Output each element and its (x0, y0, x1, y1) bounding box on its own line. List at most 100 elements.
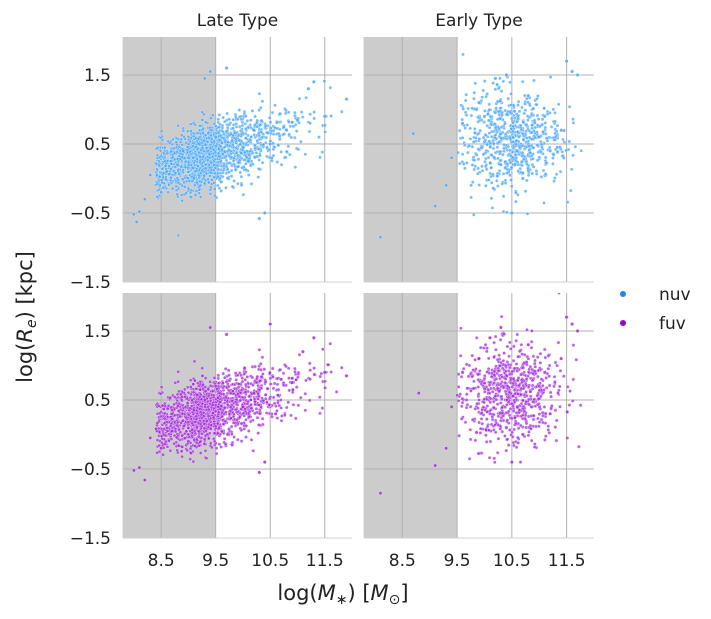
scatter-point (202, 138, 206, 143)
scatter-point (236, 437, 240, 442)
scatter-point (558, 405, 562, 409)
scatter-point (520, 432, 525, 437)
scatter-point (500, 182, 505, 186)
scatter-point (531, 424, 535, 428)
scatter-point (488, 439, 493, 444)
scatter-point (263, 141, 268, 145)
scatter-point (552, 384, 556, 389)
scatter-point (164, 169, 169, 174)
scatter-point (181, 168, 185, 172)
scatter-point (506, 96, 510, 101)
scatter-point (564, 148, 568, 153)
scatter-point (511, 409, 516, 413)
scatter-point (242, 366, 247, 370)
scatter-point (487, 383, 492, 387)
scatter-point (192, 359, 197, 364)
scatter-point (505, 384, 510, 388)
scatter-point (480, 164, 484, 169)
scatter-point (275, 409, 279, 413)
scatter-point (304, 378, 308, 383)
scatter-point (516, 392, 520, 396)
scatter-point (322, 114, 327, 119)
scatter-point (158, 136, 163, 140)
scatter-point (243, 407, 247, 411)
scatter-point (504, 425, 509, 430)
scatter-point (289, 413, 293, 418)
scatter-point (225, 143, 230, 148)
scatter-point (196, 164, 200, 168)
scatter-point (464, 398, 469, 402)
scatter-point (462, 143, 467, 147)
scatter-point (245, 149, 250, 154)
scatter-point (246, 385, 251, 389)
scatter-point (210, 445, 214, 450)
scatter-point (537, 412, 542, 416)
scatter-point (518, 166, 522, 171)
scatter-point (157, 429, 162, 434)
scatter-point (532, 118, 537, 123)
scatter-point (210, 155, 215, 159)
scatter-point (504, 448, 508, 453)
scatter-point (460, 404, 464, 409)
scatter-point (158, 414, 163, 419)
scatter-point (479, 451, 484, 455)
scatter-point (573, 145, 578, 149)
scatter-point (470, 374, 474, 379)
scatter-point (555, 123, 560, 128)
scatter-point (236, 392, 240, 396)
scatter-point (299, 139, 303, 144)
scatter-point (499, 162, 503, 167)
scatter-point (460, 121, 465, 126)
scatter-point (257, 411, 262, 416)
scatter-point (228, 409, 233, 413)
scatter-point (322, 79, 327, 83)
scatter-point (308, 361, 312, 366)
scatter-point (163, 155, 167, 160)
scatter-point (503, 181, 508, 185)
scatter-point (198, 195, 203, 199)
scatter-point (206, 394, 211, 398)
scatter-point (478, 431, 483, 435)
scatter-point (255, 374, 260, 379)
scatter-point (307, 129, 312, 134)
scatter-point (560, 150, 565, 154)
scatter-point (244, 155, 249, 160)
scatter-point (471, 368, 475, 372)
scatter-point (515, 332, 520, 337)
scatter-point (511, 381, 515, 386)
scatter-point (465, 392, 469, 396)
scatter-point (534, 169, 539, 173)
scatter-point (278, 111, 282, 116)
scatter-point (533, 361, 537, 366)
scatter-point (499, 401, 503, 405)
scatter-point (236, 181, 240, 186)
scatter-point (514, 120, 519, 124)
scatter-point (185, 176, 190, 180)
scatter-point (169, 176, 173, 180)
scatter-point (477, 398, 481, 402)
scatter-point (307, 398, 312, 403)
scatter-point (524, 377, 529, 381)
scatter-point (497, 140, 501, 145)
scatter-point (523, 189, 528, 193)
scatter-point (205, 140, 210, 144)
scatter-point (276, 143, 280, 147)
scatter-point (487, 125, 492, 130)
scatter-point (226, 368, 231, 373)
scatter-point (476, 166, 480, 171)
scatter-point (186, 420, 190, 424)
scatter-point (188, 139, 192, 144)
scatter-point (290, 380, 294, 385)
scatter-point (202, 398, 207, 402)
scatter-point (148, 173, 153, 177)
scatter-point (317, 135, 321, 139)
scatter-point (562, 374, 566, 378)
scatter-point (473, 438, 478, 443)
scatter-point (579, 149, 583, 153)
scatter-point (196, 402, 201, 407)
scatter-point (199, 412, 204, 417)
scatter-point (206, 180, 211, 185)
scatter-point (504, 410, 509, 415)
scatter-point (278, 367, 282, 372)
scatter-point (264, 411, 269, 415)
